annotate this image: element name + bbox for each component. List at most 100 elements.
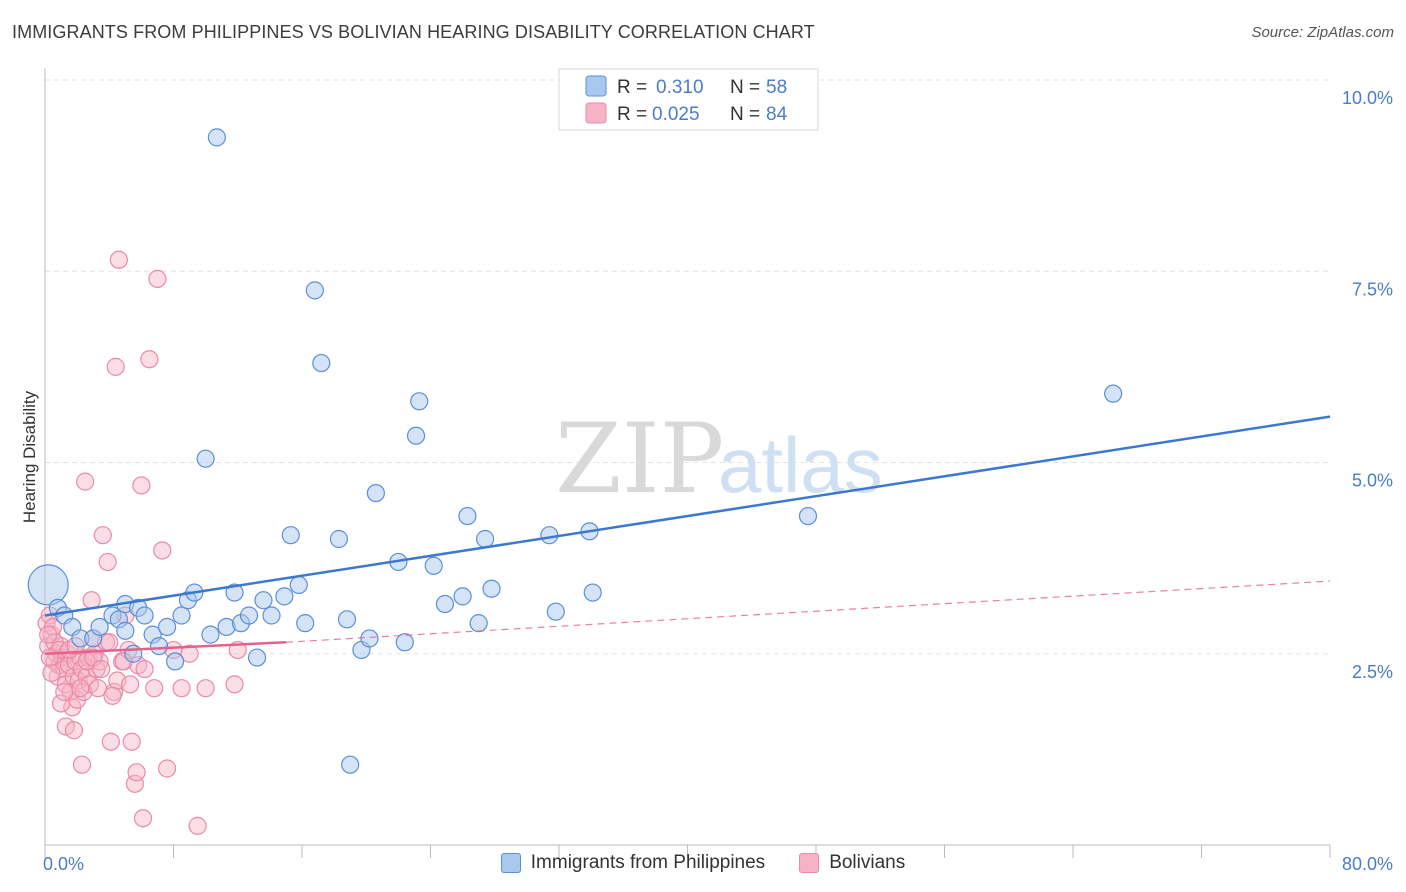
philippines-point-32 [281, 526, 300, 545]
y-tick-label-2: 7.5% [1352, 279, 1393, 299]
legend-r-value-1: 0.310 [656, 77, 704, 98]
philippines-point-43 [395, 633, 414, 652]
philippines-point-46 [424, 556, 443, 575]
philippines-point-38 [337, 610, 357, 629]
philippines-point-27 [239, 606, 259, 625]
philippines-point-56 [583, 583, 602, 602]
philippines-point-45 [410, 392, 429, 411]
philippines-point-30 [262, 606, 281, 625]
philippines-point-37 [329, 529, 349, 549]
bolivians-point-53 [145, 679, 164, 698]
bolivians-point-83 [40, 648, 59, 667]
bolivians-point-34 [93, 526, 112, 545]
bolivians-point-77 [92, 659, 111, 679]
y-tick-labels: 2.5% 5.0% 7.5% 10.0% [1342, 88, 1393, 682]
bolivians-point-37 [101, 732, 120, 751]
y-tick-label-0: 2.5% [1352, 662, 1393, 682]
philippines-point-16 [157, 617, 177, 637]
philippines-point-40 [360, 629, 379, 648]
bolivians-point-50 [133, 809, 153, 828]
bolivians-point-79 [103, 686, 122, 705]
legend-label-philippines: Immigrants from Philippines [530, 852, 766, 873]
legend-item-bolivians: Bolivians [799, 852, 905, 874]
y-tick-label-3: 10.0% [1342, 88, 1393, 108]
philippines-point-0 [27, 564, 69, 606]
axes [44, 68, 1331, 858]
legend-item-philippines: Immigrants from Philippines [500, 852, 766, 874]
bolivians-point-66 [64, 721, 84, 740]
bolivians-point-48 [127, 763, 146, 782]
bolivians-point-59 [180, 644, 199, 663]
philippines-point-29 [254, 591, 273, 610]
philippines-point-53 [540, 526, 559, 545]
legend-swatch-pink [585, 102, 607, 124]
watermark-atlas: atlas [718, 421, 883, 509]
philippines-point-18 [172, 606, 191, 625]
philippines-point-52 [482, 579, 501, 598]
philippines-point-44 [406, 426, 426, 445]
philippines-point-48 [453, 587, 472, 606]
legend-n-label-2: N = [730, 104, 760, 125]
legend-n-value-2: 84 [766, 104, 788, 125]
y-axis-title: Hearing Disability [20, 390, 39, 523]
bolivians-point-55 [153, 541, 172, 560]
series-bolivians-points [37, 250, 247, 835]
bolivians-point-71 [55, 682, 74, 702]
philippines-point-54 [546, 602, 565, 621]
legend-r-value-2: 0.025 [652, 104, 700, 125]
philippines-point-41 [366, 484, 385, 503]
bolivians-point-46 [125, 774, 145, 793]
bolivians-point-61 [196, 679, 215, 698]
philippines-point-49 [458, 506, 477, 526]
legend-r-label-2: R = [617, 104, 647, 125]
philippines-point-17 [166, 652, 185, 671]
philippines-point-51 [476, 529, 495, 549]
watermark: ZIP atlas [555, 403, 883, 515]
philippines-point-31 [275, 587, 294, 606]
legend-n-label-1: N = [730, 77, 760, 98]
bolivians-trend-line-solid [44, 641, 286, 655]
philippines-point-33 [289, 575, 308, 595]
bolivians-point-60 [188, 816, 207, 835]
legend-r-label-1: R = [617, 77, 647, 98]
bolivians-point-64 [51, 694, 71, 713]
philippines-point-23 [207, 128, 226, 147]
philippines-point-22 [201, 625, 220, 644]
chart-title: IMMIGRANTS FROM PHILIPPINES VS BOLIVIAN … [12, 22, 815, 42]
bolivians-point-54 [148, 269, 167, 288]
bolivians-point-82 [39, 625, 58, 644]
top-legend: R = 0.310 N = 58 R = 0.025 N = 84 [558, 68, 819, 131]
trend-lines [44, 415, 1331, 655]
bolivians-point-68 [42, 663, 61, 682]
bolivians-point-36 [98, 552, 117, 572]
philippines-point-25 [225, 583, 244, 602]
x-tick-label-0: 0.0% [43, 854, 84, 874]
bolivians-point-45 [122, 732, 141, 751]
philippines-point-36 [312, 353, 331, 373]
philippines-point-15 [149, 636, 169, 656]
philippines-point-11 [124, 644, 143, 663]
x-tick-label-1: 80.0% [1342, 854, 1393, 874]
bolivians-point-49 [132, 476, 151, 495]
philippines-point-6 [90, 617, 109, 637]
philippines-point-28 [247, 648, 267, 667]
philippines-point-35 [305, 281, 324, 300]
bolivians-point-62 [225, 675, 244, 694]
gridlines [45, 79, 1330, 655]
bolivians-point-67 [72, 755, 92, 774]
philippines-point-58 [1104, 384, 1123, 403]
bolivians-point-52 [140, 350, 159, 369]
bolivians-point-78 [100, 633, 119, 652]
bolivians-point-24 [76, 472, 95, 491]
bolivians-point-41 [109, 250, 128, 269]
bolivians-point-58 [172, 679, 191, 698]
legend-swatch-blue [585, 75, 607, 97]
philippines-point-50 [469, 614, 488, 633]
philippines-trend-line [44, 415, 1331, 617]
philippines-point-47 [435, 594, 455, 614]
philippines-point-57 [798, 506, 818, 526]
y-tick-label-1: 5.0% [1352, 471, 1393, 491]
bolivians-point-81 [121, 675, 140, 694]
watermark-zip: ZIP [555, 403, 724, 515]
